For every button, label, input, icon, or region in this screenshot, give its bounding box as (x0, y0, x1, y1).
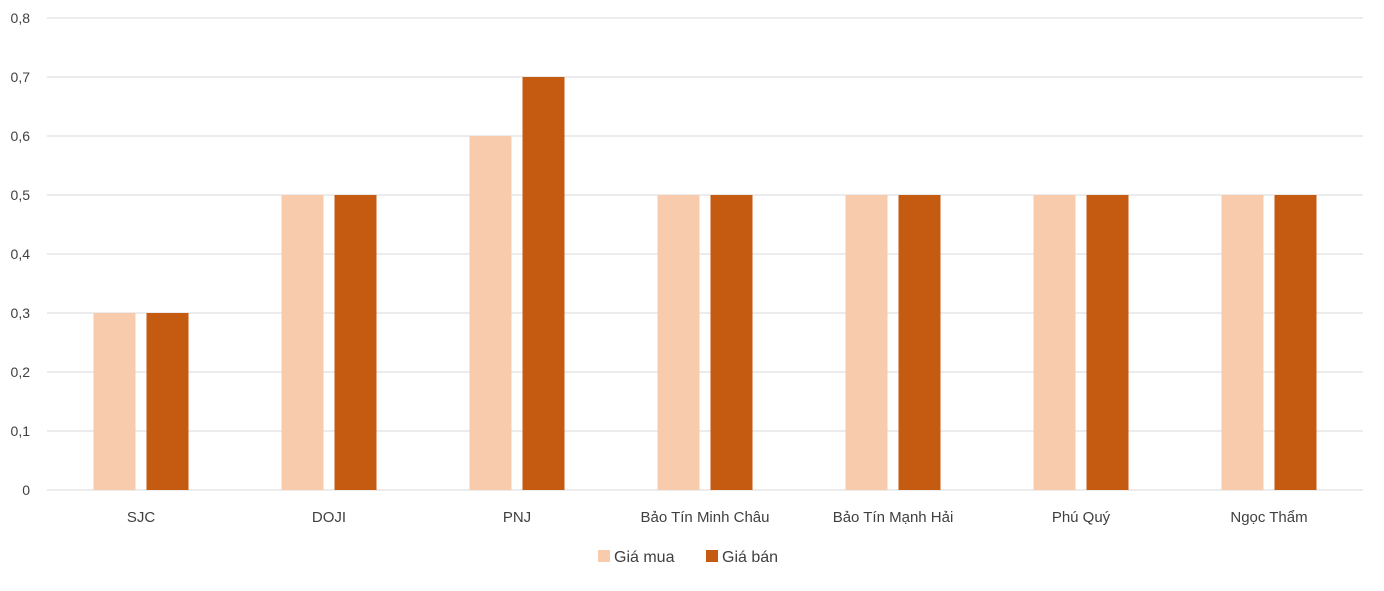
bar-gia-mua (469, 136, 512, 490)
y-tick-label: 0,6 (11, 128, 31, 144)
legend-swatch (598, 550, 610, 562)
x-tick-label: SJC (127, 509, 156, 526)
bar-gia-mua (657, 195, 700, 490)
bar-gia-mua (845, 195, 888, 490)
y-tick-label: 0,2 (11, 364, 31, 380)
bar-gia-ban (1086, 195, 1129, 490)
bar-gia-ban (522, 77, 565, 490)
y-tick-label: 0,4 (11, 246, 31, 262)
bar-gia-mua (281, 195, 324, 490)
bar-gia-ban (146, 313, 189, 490)
y-tick-label: 0,5 (11, 187, 31, 203)
x-tick-label: Bảo Tín Minh Châu (641, 509, 770, 526)
bar-gia-ban (334, 195, 377, 490)
x-tick-label: Bảo Tín Mạnh Hải (833, 509, 954, 526)
x-tick-label: Ngọc Thẩm (1230, 509, 1307, 526)
bar-gia-mua (1221, 195, 1264, 490)
bar-gia-ban (1274, 195, 1317, 490)
x-tick-label: Phú Quý (1052, 509, 1111, 526)
bar-gia-mua (1033, 195, 1076, 490)
y-tick-label: 0,8 (11, 10, 31, 26)
legend-label: Giá mua (614, 549, 675, 566)
y-tick-label: 0 (22, 482, 30, 498)
legend-label: Giá bán (722, 549, 778, 566)
x-tick-label: DOJI (312, 509, 346, 526)
bar-gia-mua (93, 313, 136, 490)
bar-gia-ban (710, 195, 753, 490)
y-tick-label: 0,1 (11, 423, 31, 439)
legend-swatch (706, 550, 718, 562)
y-tick-label: 0,7 (11, 69, 31, 85)
bar-gia-ban (898, 195, 941, 490)
y-tick-label: 0,3 (11, 305, 31, 321)
x-tick-label: PNJ (503, 509, 531, 526)
